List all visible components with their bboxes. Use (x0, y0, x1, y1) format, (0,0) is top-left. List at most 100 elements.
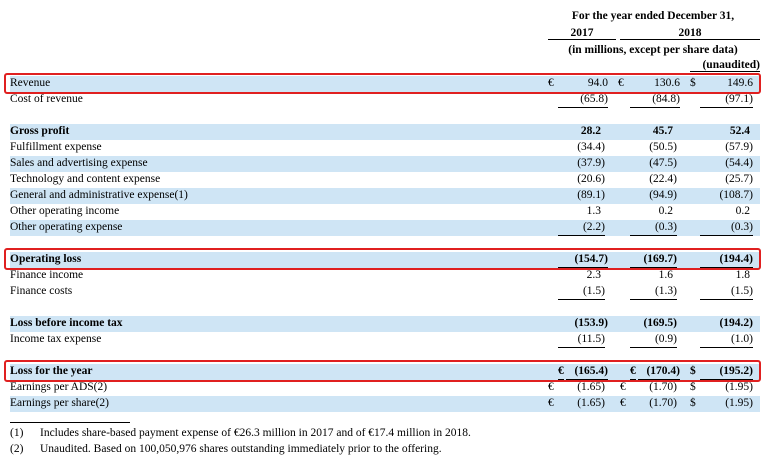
value-2017: (1.65) (577, 397, 605, 409)
row-label: Earnings per share(2) (10, 397, 109, 409)
value-2017: (154.7) (558, 252, 608, 268)
table-row-sales-advertising: Sales and advertising expense (37.9) (47… (10, 156, 760, 172)
value-2017: 1.3 (586, 205, 601, 217)
table-row-earnings-per-ads: Earnings per ADS(2) € (1.65) € (1.70) $ … (10, 380, 760, 396)
value-2018-usd: (194.2) (719, 317, 753, 329)
value-2017: 94.0 (587, 77, 608, 89)
value-2017: (1.65) (577, 381, 605, 393)
value-2018: (0.3) (630, 220, 677, 236)
value-2017: (153.9) (574, 317, 608, 329)
value-2018: (169.5) (643, 317, 677, 329)
value-2017: (65.8) (558, 92, 608, 108)
table-row-operating-loss: Operating loss (154.7) (169.7) (194.4) (10, 252, 760, 268)
year-2017-header: 2017 (548, 27, 616, 40)
row-label: Fulfillment expense (10, 141, 102, 153)
table-row-income-tax: Income tax expense (11.5) (0.9) (1.0) (10, 332, 760, 348)
units-header: (in millions, except per share data) (568, 44, 738, 56)
row-label: Gross profit (10, 125, 70, 137)
value-2017: (11.5) (558, 332, 605, 348)
value-2018-usd: 149.6 (727, 77, 753, 89)
value-2018: 0.2 (658, 205, 673, 217)
row-label: Earnings per ADS(2) (10, 381, 108, 393)
value-2018-usd: (54.4) (725, 157, 753, 169)
value-2018-usd: (194.4) (700, 252, 753, 268)
value-2018: (1.70) (649, 397, 677, 409)
table-row-revenue: Revenue € 94.0 € 130.6 $ 149.6 (10, 76, 760, 92)
value-2018: 1.6 (658, 269, 673, 281)
table-row-cost-of-revenue: Cost of revenue (65.8) (84.8) (97.1) (10, 92, 760, 108)
highlight-operating-loss (4, 248, 761, 270)
currency-2018-usd: $ (690, 77, 696, 89)
value-2018-usd: 0.2 (735, 205, 750, 217)
value-2018: 130.6 (654, 77, 680, 89)
row-label: Finance costs (10, 285, 73, 297)
row-label: Loss before income tax (10, 317, 123, 329)
table-row-gross-profit: Gross profit 28.2 45.7 52.4 (10, 124, 760, 140)
value-2018: (47.5) (649, 157, 677, 169)
currency-2017: € (548, 397, 554, 409)
row-label: Technology and content expense (10, 173, 161, 185)
value-2017: 2.3 (586, 269, 601, 281)
currency-2017: € (548, 381, 554, 393)
year-2018-header: 2018 (620, 27, 760, 40)
currency-2018: € (618, 77, 624, 89)
row-label: Other operating expense (10, 221, 123, 233)
value-2018-usd: 52.4 (729, 125, 750, 137)
footnote-text: Unaudited. Based on 100,050,976 shares o… (40, 443, 442, 455)
row-label: Loss for the year (10, 365, 93, 377)
unaudited-header: (unaudited) (690, 59, 760, 72)
value-2017: (34.4) (577, 141, 605, 153)
value-2018-usd: (1.95) (725, 381, 753, 393)
footnote-text: Includes share-based payment expense of … (40, 427, 471, 439)
value-2018-usd: (57.9) (725, 141, 753, 153)
value-2017: (37.9) (577, 157, 605, 169)
value-2018: (22.4) (649, 173, 677, 185)
row-label: Operating loss (10, 253, 82, 265)
value-2017: (89.1) (577, 189, 605, 201)
period-header: For the year ended December 31, (571, 10, 735, 22)
value-2018: (1.70) (649, 381, 677, 393)
currency-2018-usd: $ (690, 381, 696, 393)
value-2018-usd: 1.8 (735, 269, 750, 281)
highlight-loss-for-year (4, 360, 761, 382)
row-label: Cost of revenue (10, 93, 83, 105)
footnote-1: (1) Includes share-based payment expense … (10, 427, 471, 439)
value-2018: (94.9) (649, 189, 677, 201)
value-2017: 28.2 (580, 125, 601, 137)
footnote-divider (10, 422, 130, 423)
value-2017: (20.6) (577, 173, 605, 185)
row-label: General and administrative expense(1) (10, 189, 188, 201)
table-row-technology-content: Technology and content expense (20.6) (2… (10, 172, 760, 188)
value-2017: (2.2) (558, 220, 605, 236)
table-row-other-operating-income: Other operating income 1.3 0.2 0.2 (10, 204, 760, 220)
value-2018-usd: (1.0) (700, 332, 753, 348)
currency-2018-usd: $ (690, 397, 696, 409)
footnote-2: (2) Unaudited. Based on 100,050,976 share… (10, 443, 442, 455)
row-label: Sales and advertising expense (10, 157, 148, 169)
table-row-fulfillment-expense: Fulfillment expense (34.4) (50.5) (57.9) (10, 140, 760, 156)
row-label: Revenue (10, 77, 51, 89)
table-row-general-admin: General and administrative expense(1) (8… (10, 188, 760, 204)
value-2018-usd: (97.1) (700, 92, 753, 108)
value-2018: (0.9) (630, 332, 677, 348)
value-2018: (84.8) (630, 92, 680, 108)
row-label: Finance income (10, 269, 84, 281)
row-label: Income tax expense (10, 333, 102, 345)
table-row-finance-income: Finance income 2.3 1.6 1.8 (10, 268, 760, 284)
value-2018-usd: (108.7) (719, 189, 753, 201)
currency-2018-usd: $ (690, 365, 696, 377)
value-2018: (1.3) (630, 284, 677, 300)
table-row-finance-costs: Finance costs (1.5) (1.3) (1.5) (10, 284, 760, 300)
currency-2018: € (620, 397, 626, 409)
value-2018-usd: (1.95) (725, 397, 753, 409)
footnote-marker: (2) (10, 443, 24, 455)
value-2018-usd: (25.7) (725, 173, 753, 185)
value-2018-usd: (0.3) (700, 220, 753, 236)
value-2018-usd: (1.5) (700, 284, 753, 300)
highlight-revenue (4, 73, 761, 94)
row-label: Other operating income (10, 205, 120, 217)
currency-2017: € (548, 77, 554, 89)
currency-2018: € (620, 381, 626, 393)
value-2018: (169.7) (630, 252, 677, 268)
value-2018: 45.7 (652, 125, 673, 137)
